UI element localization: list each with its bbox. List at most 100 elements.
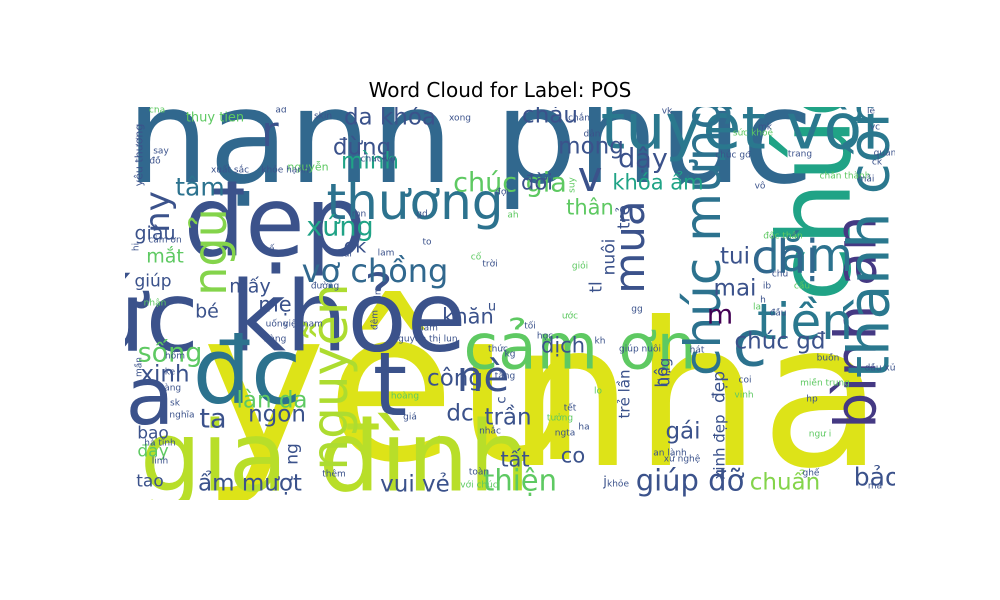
word-167: suy [567,177,578,193]
word-22: nè [456,352,510,401]
word-21: ngủ [183,208,237,296]
word-181: lo [593,386,603,397]
word-126: giá [403,412,417,423]
word-151: đợi [495,187,509,198]
word-62: dịch [540,333,586,358]
word-74: ng [282,443,303,465]
word-104: trời [482,259,498,270]
word-138: linh [151,456,169,467]
word-127: nhắc [479,426,501,437]
word-87: khỏe hạnh [261,165,309,176]
word-49: xinh [140,361,190,388]
word-144: ma [867,481,883,492]
word-90: dân [583,129,601,140]
word-121: ke [164,367,176,378]
word-133: hp [806,394,818,405]
word-11: cảm ơn [463,310,697,384]
word-47: mai [713,275,757,302]
word-149: chắ [148,107,166,116]
word-139: thêm [322,469,346,480]
word-165: đầu [769,308,787,319]
word-0: yêu [201,264,589,500]
word-10: tuyệt vời [600,107,880,164]
word-85: chúc vợ [360,154,396,165]
word-89: xong [449,113,471,124]
word-164: đốc thân [763,231,803,242]
word-39: đừng [332,134,392,161]
word-32: ta [199,403,227,435]
word-20: chị [751,230,819,284]
word-64: bé [195,300,219,323]
word-160: ib [762,281,772,292]
word-83: yêu thương [132,123,146,187]
chart-title: Word Cloud for Label: POS [368,78,632,102]
word-92: sức khoẻ [732,128,774,139]
word-34: thiện [482,463,558,498]
word-156: vk [661,107,673,117]
word-93: vô [754,181,766,192]
word-42: mong [558,133,624,160]
word-101: hai [338,249,352,260]
word-130: tết [563,403,577,414]
word-171: đêm [370,309,381,331]
word-110: pham [412,323,438,334]
word-67: giàu [134,222,176,245]
word-150: say [153,146,169,157]
word-65: mấy [229,275,271,298]
word-155: mk [758,122,772,133]
word-116: hát [689,345,705,356]
word-96: quân [873,148,895,159]
word-61: khăn [442,304,494,329]
word-153: lê [866,107,876,117]
word-162: h [760,295,766,306]
word-111: nguyễn thị lun [392,334,458,345]
word-80: ũng [655,357,674,387]
word-52: trần [484,404,532,431]
word-2: hạnh phúc [126,107,814,213]
word-176: tăng [494,371,516,382]
word-163: la [752,302,762,313]
word-50: công [427,365,483,392]
word-122: vàng [158,383,182,394]
word-129: ngta [554,428,576,439]
word-51: dc [446,400,474,427]
word-140: toàn [468,467,490,478]
word-30: chúc gia [453,167,567,199]
word-41: cháu [522,107,578,129]
word-54: ngon [248,401,306,428]
word-77: nuôi [599,238,620,276]
word-108: việt nam [283,319,323,330]
word-86: xuất sắc [210,165,250,176]
word-29: xứng [306,211,374,243]
word-154: vc [869,122,881,133]
word-6: gia đình [139,400,531,501]
word-55: làn da [236,387,308,414]
word-99: cảm ơn [148,235,182,246]
word-78: trẻ [614,204,635,230]
word-117: buồn [816,353,840,364]
word-24: v [577,152,603,201]
word-60: co [560,443,586,468]
word-25: r [261,107,279,156]
word-102: lam [377,248,395,259]
word-103: cố [470,252,482,263]
word-118: dầu xử [864,363,895,374]
word-145: ah [507,210,519,221]
word-63: mẹ [258,292,292,317]
word-172: lm [373,286,384,298]
word-120: hôm [165,351,185,362]
word-1: nha [506,280,884,500]
word-98: mn [351,209,367,220]
word-169: mần [134,357,145,377]
word-17: chúc mừng [674,107,732,377]
word-141: với chúc [460,480,498,491]
word-159: chu [771,269,789,280]
word-35: bảo [853,462,895,492]
word-166: chắn [568,113,590,124]
word-66: mắt [146,245,184,268]
word-157: ck [871,157,883,168]
word-56: ẩm mượt [198,470,302,497]
word-177: c [494,396,510,404]
word-40: mình [341,148,399,175]
word-70: bao [137,423,169,444]
